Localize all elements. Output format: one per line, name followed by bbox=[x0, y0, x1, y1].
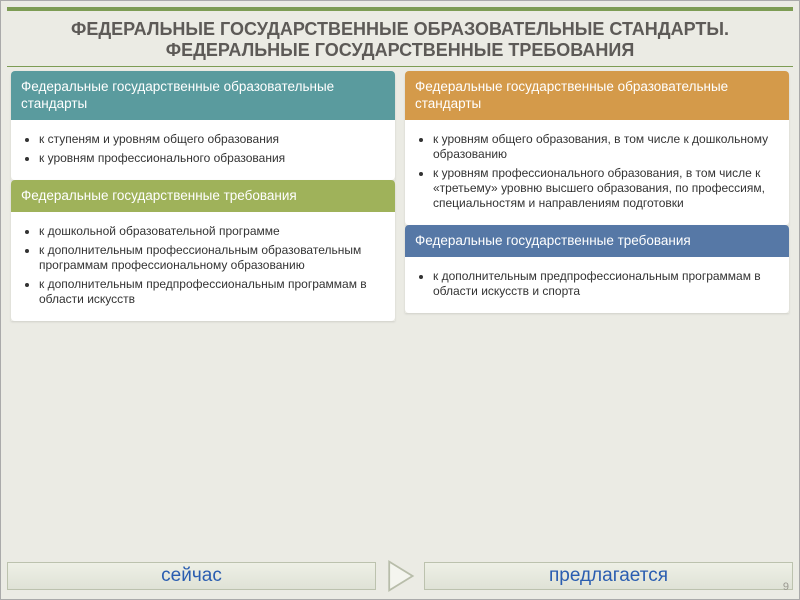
right-card-requirements: Федеральные государственные требования к… bbox=[405, 225, 789, 313]
list-item: к уровням профессионального образования,… bbox=[433, 166, 779, 211]
card-body: к дошкольной образовательной программе к… bbox=[11, 212, 395, 321]
card-header: Федеральные государственные образователь… bbox=[405, 71, 789, 119]
card-header: Федеральные государственные требования bbox=[11, 180, 395, 212]
list-item: к ступеням и уровням общего образования bbox=[39, 132, 385, 147]
play-icon[interactable] bbox=[382, 558, 418, 594]
list-item: к уровням общего образования, в том числ… bbox=[433, 132, 779, 162]
slide: ФЕДЕРАЛЬНЫЕ ГОСУДАРСТВЕННЫЕ ОБРАЗОВАТЕЛЬ… bbox=[0, 0, 800, 600]
card-body: к уровням общего образования, в том числ… bbox=[405, 120, 789, 225]
columns: Федеральные государственные образователь… bbox=[1, 67, 799, 321]
list-item: к уровням профессионального образования bbox=[39, 151, 385, 166]
list-item: к дополнительным предпрофессиональным пр… bbox=[39, 277, 385, 307]
card-header: Федеральные государственные требования bbox=[405, 225, 789, 257]
card-body: к дополнительным предпрофессиональным пр… bbox=[405, 257, 789, 313]
left-column: Федеральные государственные образователь… bbox=[11, 71, 395, 321]
bottom-left-label: сейчас bbox=[7, 562, 376, 590]
bottom-right-label: предлагается bbox=[424, 562, 793, 590]
right-column: Федеральные государственные образователь… bbox=[405, 71, 789, 321]
list-item: к дополнительным предпрофессиональным пр… bbox=[433, 269, 779, 299]
left-card-standards: Федеральные государственные образователь… bbox=[11, 71, 395, 179]
card-body: к ступеням и уровням общего образования … bbox=[11, 120, 395, 180]
list-item: к дошкольной образовательной программе bbox=[39, 224, 385, 239]
list-item: к дополнительным профессиональным образо… bbox=[39, 243, 385, 273]
page-title: ФЕДЕРАЛЬНЫЕ ГОСУДАРСТВЕННЫЕ ОБРАЗОВАТЕЛЬ… bbox=[21, 19, 779, 60]
card-header: Федеральные государственные образователь… bbox=[11, 71, 395, 119]
left-card-requirements: Федеральные государственные требования к… bbox=[11, 180, 395, 321]
right-card-standards: Федеральные государственные образователь… bbox=[405, 71, 789, 224]
bottom-bar: сейчас предлагается bbox=[1, 561, 799, 591]
page-number: 9 bbox=[783, 581, 789, 593]
title-band: ФЕДЕРАЛЬНЫЕ ГОСУДАРСТВЕННЫЕ ОБРАЗОВАТЕЛЬ… bbox=[7, 7, 793, 67]
